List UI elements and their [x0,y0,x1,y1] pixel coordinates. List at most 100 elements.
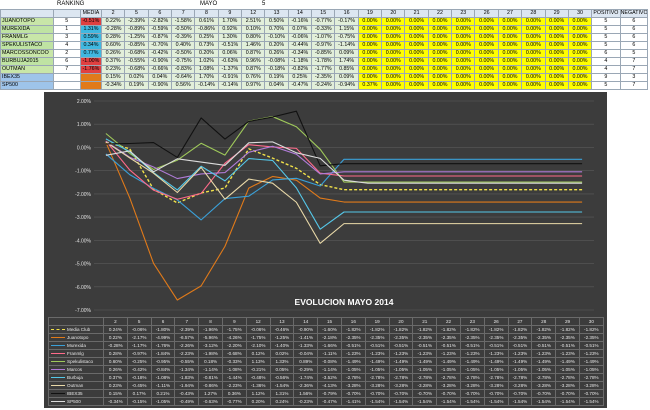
row-day-value: 0.00% [427,25,453,34]
row-negativo: 7 [619,81,649,90]
legend-swatch [51,377,65,379]
data-label: 1.31% [269,389,295,398]
row-day-value: 0.00% [497,57,523,66]
row-day-value: 0.00% [567,33,593,42]
row-day-value: 0.73% [194,41,219,50]
data-label: -4.26% [221,333,247,342]
data-label: -2.78% [436,373,461,382]
row-day-value: -0.75% [334,33,359,42]
data-label: 0.21% [150,389,176,398]
row-day-value: 2.51% [241,17,266,26]
month-header: MAYO [200,1,218,7]
day-header: 23 [451,9,476,18]
data-label: -2.18% [317,333,342,342]
data-label: -0.51% [507,341,533,350]
row-day-value: -0.68% [124,49,149,58]
data-label: -1.54% [483,397,509,406]
row-day-value: 0.00% [521,41,546,50]
data-label: 0.23% [103,381,128,390]
data-label: -0.43% [174,389,200,398]
row-day-value: 0.85% [334,65,359,74]
day-header: 26 [474,9,499,18]
day-header: 21 [404,9,429,18]
data-label: -0.70% [436,389,461,398]
data-label: -3.28% [555,381,580,390]
data-label: -1.98% [198,349,223,358]
data-label: -3.28% [412,381,438,390]
row-media [79,73,102,82]
row-day-value: 0.37% [357,81,383,90]
data-label: -1.40% [269,341,295,350]
row-day-value: 0.60% [100,41,126,50]
data-label: -2.78% [412,373,438,382]
legend-label: Burbuja [67,375,83,380]
row-day-value: 0.00% [451,33,476,42]
data-label: -2.35% [578,333,604,342]
data-label: -1.49% [531,357,557,366]
row-day-value: 0.00% [427,57,453,66]
data-label: -1.05% [459,365,485,374]
row-name: MUREXIDA [0,25,54,34]
data-label: -1.82% [507,325,533,334]
chart-table-row: Murexida -0.28% -1.17% -1.76% -2.26% -3.12% -2… [48,341,604,350]
data-label: -1.49% [364,357,390,366]
data-label: 0.22% [103,333,128,342]
row-name: MARCOSSONCOO [0,49,54,58]
row-negativo: 5 [619,49,649,58]
line-chart: 2.00% 1.00% 0.00% -1.00% -2.00% -3.00% -4.00% -… [75,99,594,314]
row-day-value: 0.10% [241,25,266,34]
data-label: -2.35% [436,333,461,342]
x-tick-label: 27 [507,317,533,326]
table-row: FRANMLG 3 0.59% 0.28% -1.25% -0.87% -0.39% 0.25… [0,33,649,42]
table-row: SPEKULISTACO 4 0.34% 0.60% -0.85% -0.70% 0.40%… [0,41,649,50]
row-day-value: 0.00% [381,41,406,50]
row-day-value: 0.00% [427,73,453,82]
row-day-value: 0.00% [474,57,499,66]
row-day-value: 0.00% [544,81,569,90]
row-day-value: 0.00% [544,33,569,42]
row-negativo: 7 [619,65,649,74]
row-media: 1.31% [79,25,102,34]
month-number-header: 5 [262,1,266,7]
y-tick-label: -6.00% [75,285,91,291]
row-day-value: -1.78% [311,57,336,66]
row-day-value: 0.56% [170,81,196,90]
row-day-value: 0.00% [357,73,383,82]
data-label: -0.47% [317,397,342,406]
row-rank: 6 [52,57,81,66]
data-label: -1.23% [459,349,485,358]
chart-table-row: Franmlg 0.28% -0.97% -1.84% -2.23% -1.98% -0.6… [48,349,604,358]
data-label: -0.70% [555,389,580,398]
row-day-value: -0.91% [217,73,243,82]
data-label: -2.26% [174,341,200,350]
row-day-value: 0.20% [264,41,289,50]
row-day-value: 0.00% [381,49,406,58]
row-day-value: 0.00% [521,25,546,34]
row-day-value: 0.20% [194,49,219,58]
data-label: -1.54% [388,397,414,406]
series-line [105,140,583,200]
row-day-value: 0.00% [427,41,453,50]
data-label: 0.36% [221,389,247,398]
data-label: -1.54% [507,397,533,406]
legend-entry: Juanotopo [48,333,104,342]
data-label: -1.54% [364,397,390,406]
data-label: -1.76% [150,341,176,350]
row-day-value: 0.00% [521,81,546,90]
data-label: -1.54% [459,397,485,406]
data-label: -1.49% [388,357,414,366]
data-label: -2.35% [459,333,485,342]
row-day-value: 1.08% [194,65,219,74]
legend-swatch [51,401,65,403]
data-label: -0.42% [126,365,152,374]
row-day-value: -0.14% [217,81,243,90]
data-label: -1.94% [174,381,200,390]
row-day-value: 1.30% [217,33,243,42]
data-label: -0.70% [388,389,414,398]
data-label: -2.78% [483,373,509,382]
data-label: -3.52% [317,373,342,382]
data-label: -3.28% [340,381,366,390]
row-day-value: 0.00% [544,65,569,74]
chart-table-row: Spekulistaco 0.60% -0.25% -0.95% -0.55% 0.18%… [48,357,604,366]
x-tick-label: 29 [555,317,580,326]
